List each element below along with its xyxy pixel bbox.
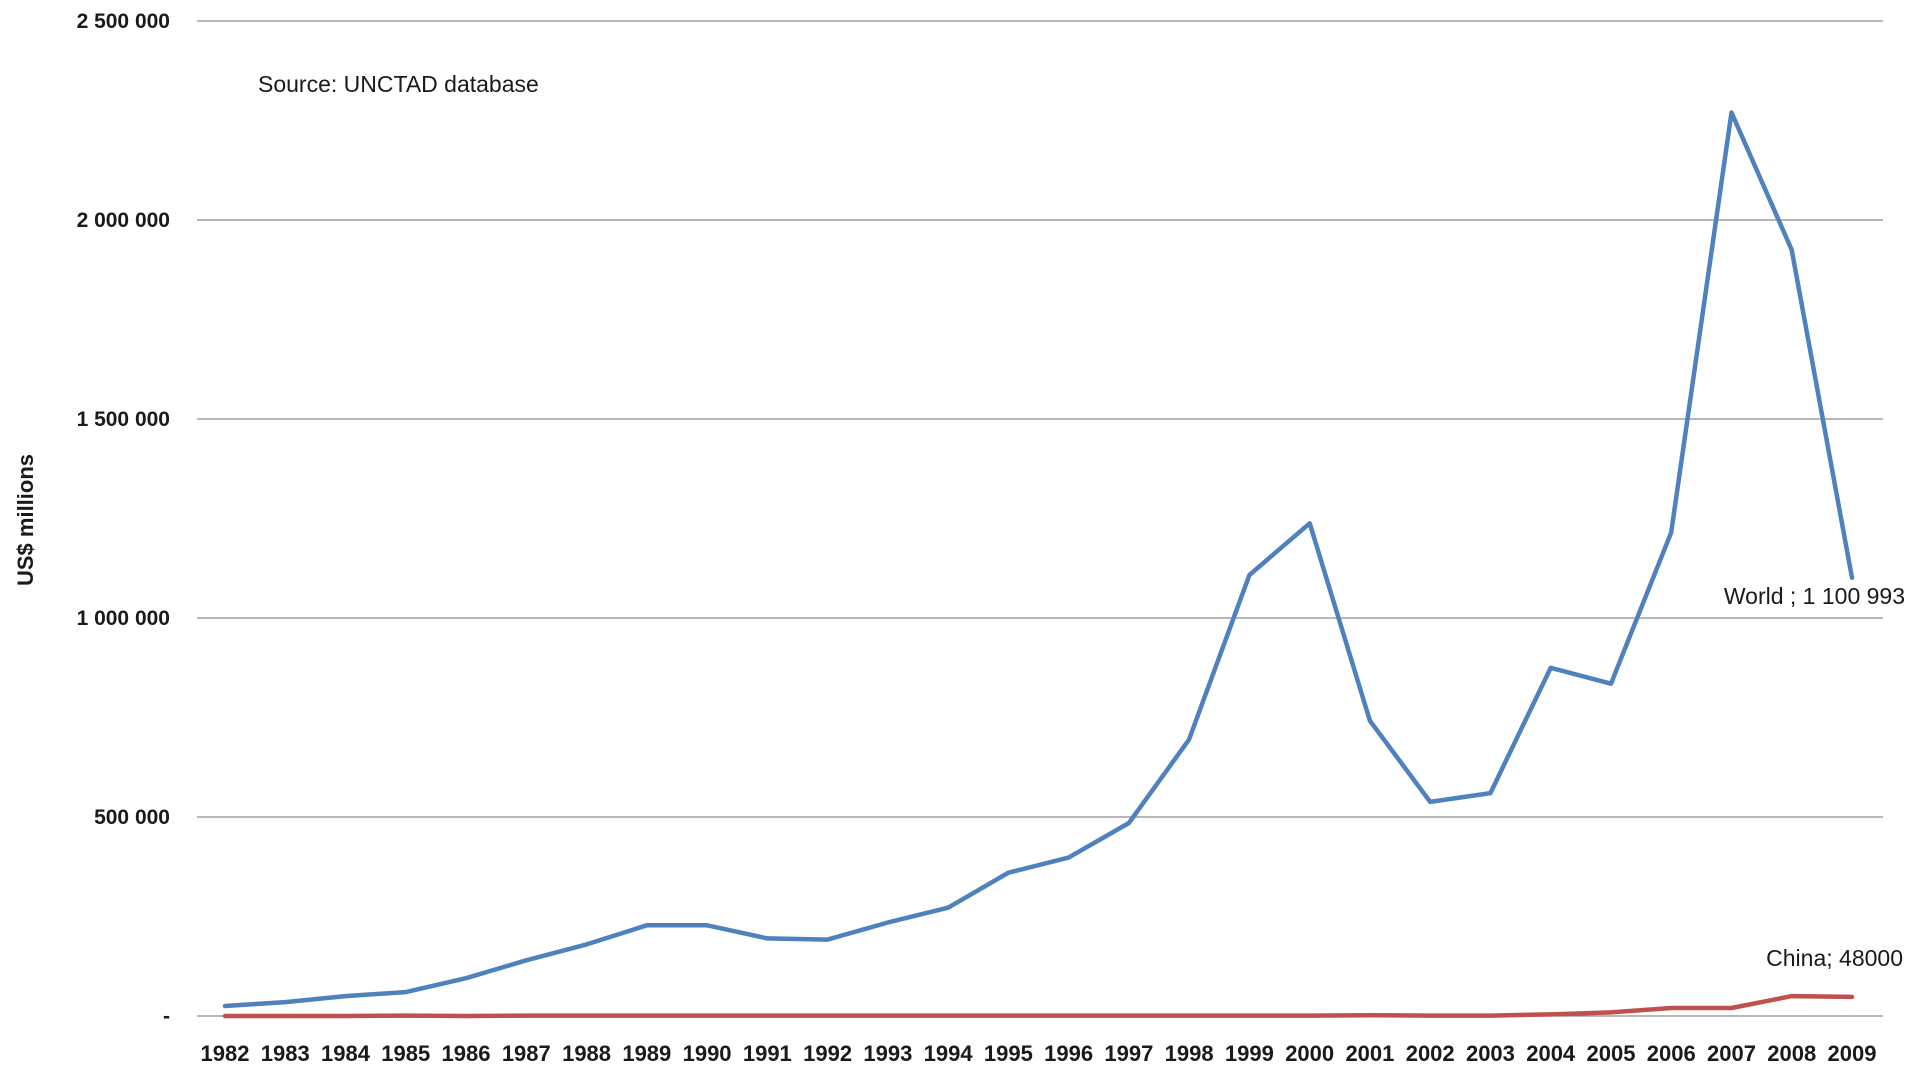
y-tick-label: - <box>163 1005 170 1028</box>
x-tick-label: 1987 <box>502 1041 551 1066</box>
y-tick-labels: - 500 000 1 000 000 1 500 000 2 000 000 2 500… <box>77 10 170 1028</box>
x-tick-label: 2009 <box>1828 1041 1877 1066</box>
x-tick-label: 1984 <box>321 1041 371 1066</box>
china-end-label: China; 48000 <box>1766 945 1903 971</box>
x-tick-label: 1998 <box>1165 1041 1214 1066</box>
x-tick-label: 2006 <box>1647 1041 1696 1066</box>
x-tick-label: 2002 <box>1406 1041 1455 1066</box>
source-annotation: Source: UNCTAD database <box>258 71 539 97</box>
series-lines <box>222 110 1855 1019</box>
x-tick-label: 1997 <box>1104 1041 1153 1066</box>
y-tick-label: 1 000 000 <box>77 607 170 630</box>
world-end-label: World ; 1 100 993 <box>1724 583 1905 609</box>
x-tick-label: 1994 <box>924 1041 974 1066</box>
x-tick-label: 2000 <box>1285 1041 1334 1066</box>
x-tick-label: 1982 <box>201 1041 250 1066</box>
x-tick-label: 1985 <box>381 1041 430 1066</box>
x-tick-label: 1986 <box>442 1041 491 1066</box>
x-tick-label: 1983 <box>261 1041 310 1066</box>
y-tick-label: 1 500 000 <box>77 408 170 431</box>
y-axis-title: US$ millions <box>13 454 38 586</box>
grid-lines <box>197 20 1883 1017</box>
series-line-china <box>222 993 1855 1019</box>
x-tick-labels: 1982 1983 1984 1985 1986 1987 1988 1989 1990 1991… <box>201 1041 1877 1066</box>
x-tick-label: 2007 <box>1707 1041 1756 1066</box>
x-tick-label: 1990 <box>683 1041 732 1066</box>
x-tick-label: 2001 <box>1345 1041 1394 1066</box>
x-tick-label: 1988 <box>562 1041 611 1066</box>
x-tick-label: 2003 <box>1466 1041 1515 1066</box>
x-tick-label: 1992 <box>803 1041 852 1066</box>
x-tick-label: 1995 <box>984 1041 1033 1066</box>
x-tick-label: 1996 <box>1044 1041 1093 1066</box>
x-tick-label: 2008 <box>1767 1041 1816 1066</box>
x-tick-label: 1999 <box>1225 1041 1274 1066</box>
x-tick-label: 2005 <box>1586 1041 1635 1066</box>
x-tick-label: 1991 <box>743 1041 792 1066</box>
y-tick-label: 500 000 <box>94 806 170 829</box>
x-tick-label: 2004 <box>1526 1041 1576 1066</box>
x-tick-label: 1989 <box>622 1041 671 1066</box>
series-line-world <box>222 110 1855 1009</box>
y-tick-label: 2 000 000 <box>77 209 170 232</box>
y-tick-label: 2 500 000 <box>77 10 170 33</box>
x-tick-label: 1993 <box>863 1041 912 1066</box>
